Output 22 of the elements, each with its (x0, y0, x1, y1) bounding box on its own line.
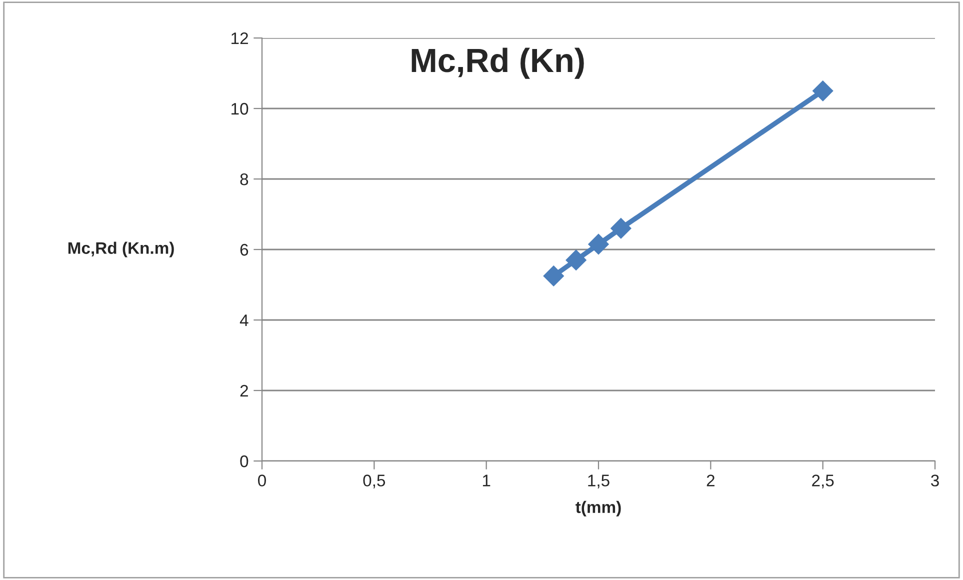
y-tick-label: 12 (232, 32, 248, 44)
x-tick-label: 2,5 (812, 474, 834, 488)
y-tick-label: 0 (240, 455, 248, 468)
x-tick-label: 3 (931, 474, 939, 486)
point (812, 80, 834, 102)
point (566, 250, 586, 270)
y-tick-label: 2 (240, 384, 248, 397)
y-axis-title: Mc,Rd (Kn.m) (68, 242, 174, 258)
x-tick-label: 0 (258, 474, 266, 486)
x-tick-label: 0,5 (363, 474, 386, 488)
point (543, 266, 564, 286)
y-tick-label: 8 (240, 173, 248, 186)
chart-title: Mc,Rd (Kn) (412, 48, 584, 79)
x-tick-label: 1,5 (588, 474, 610, 488)
x-tick-label: 1 (482, 474, 490, 486)
point (610, 218, 632, 239)
y-tick-label: 4 (240, 314, 248, 326)
x-tick-label: 2 (706, 474, 714, 486)
point (588, 234, 609, 255)
x-axis-title: t(mm) (576, 500, 621, 516)
y-tick-label: 10 (232, 102, 248, 115)
y-tick-label: 6 (240, 244, 248, 256)
